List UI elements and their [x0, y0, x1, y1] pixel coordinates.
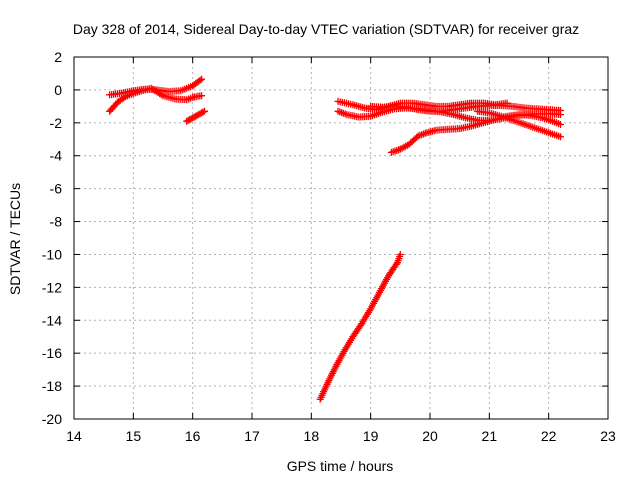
y-tick-label: -8: [50, 214, 63, 230]
data-point-markers: [367, 102, 564, 115]
y-tick-label: 2: [54, 49, 62, 65]
tick-marks-layer: [73, 56, 609, 420]
x-tick-label: 16: [185, 428, 201, 444]
data-points-layer: [106, 75, 564, 403]
x-tick-label: 20: [422, 428, 438, 444]
chart-title: Day 328 of 2014, Sidereal Day-to-day VTE…: [73, 21, 579, 37]
data-point-markers: [474, 107, 564, 141]
y-tick-label: -6: [50, 181, 63, 197]
x-tick-label: 18: [304, 428, 320, 444]
data-point-markers: [183, 107, 208, 125]
x-tick-labels: 14 15 16 17 18 19 20 21 22 23: [66, 428, 616, 444]
y-tick-label: -2: [50, 115, 63, 131]
x-tick-label: 17: [244, 428, 260, 444]
y-tick-label: -4: [50, 148, 63, 164]
series-arc-3: [183, 107, 208, 125]
y-tick-label: -18: [42, 378, 62, 394]
series-arc-6: [367, 102, 564, 115]
y-tick-label: 0: [54, 82, 62, 98]
x-tick-label: 21: [482, 428, 498, 444]
series-arc-8: [474, 107, 564, 141]
data-point-markers: [106, 84, 206, 115]
x-tick-label: 23: [600, 428, 616, 444]
data-point-markers: [316, 251, 404, 403]
y-tick-label: -10: [42, 246, 62, 262]
y-axis-label: SDTVAR / TECUs: [7, 183, 23, 295]
x-tick-label: 14: [66, 428, 82, 444]
plot-frame: [73, 56, 609, 420]
series-arc-9: [316, 251, 404, 403]
y-tick-label: -20: [42, 411, 62, 427]
y-tick-label: -16: [42, 345, 62, 361]
y-tick-label: -12: [42, 279, 62, 295]
x-axis-label: GPS time / hours: [287, 458, 394, 474]
x-tick-label: 22: [541, 428, 557, 444]
x-tick-label: 19: [363, 428, 379, 444]
series-arc-2: [106, 84, 206, 115]
y-tick-label: -14: [42, 312, 62, 328]
y-tick-labels: -20-18-16-14-12-10-8-6-4-202: [42, 49, 62, 427]
x-tick-label: 15: [126, 428, 142, 444]
